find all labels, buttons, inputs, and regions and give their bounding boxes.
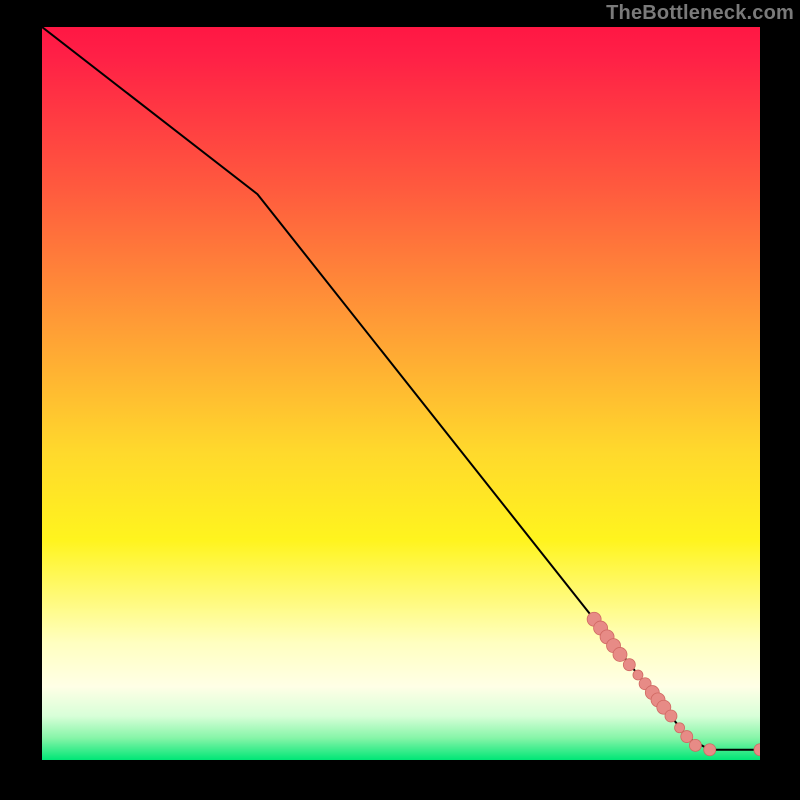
- plot-area: [42, 27, 760, 760]
- data-marker: [689, 739, 701, 751]
- plot-svg: [42, 27, 760, 760]
- watermark-text: TheBottleneck.com: [606, 2, 794, 25]
- data-marker: [675, 723, 685, 733]
- gradient-background: [42, 27, 760, 760]
- data-marker: [613, 647, 627, 661]
- data-marker: [704, 744, 716, 756]
- data-marker: [623, 659, 635, 671]
- data-marker: [665, 710, 677, 722]
- chart-canvas: TheBottleneck.com: [0, 0, 800, 800]
- data-marker: [633, 670, 643, 680]
